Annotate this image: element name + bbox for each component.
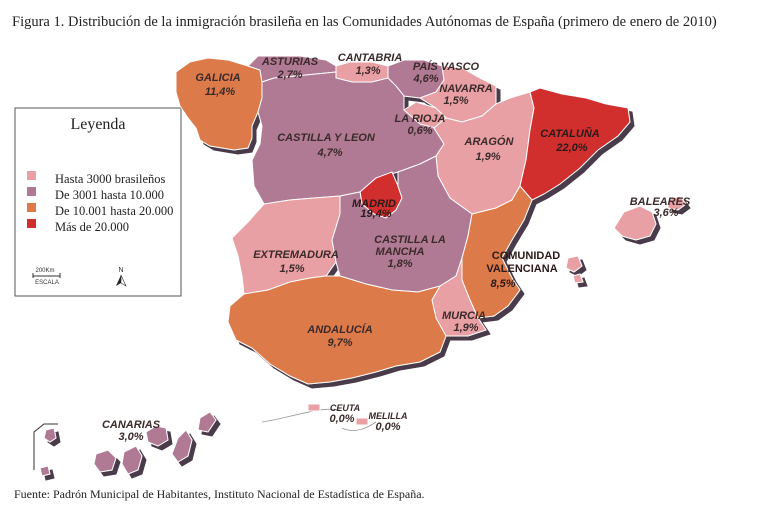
label-extremadura-name: EXTREMADURA bbox=[253, 249, 339, 261]
mainland bbox=[175, 55, 631, 385]
region-baleares-menorca bbox=[667, 195, 687, 211]
label-baleares-value: 3,6% bbox=[653, 207, 678, 219]
north-label: N bbox=[118, 267, 123, 274]
region-baleares-formentera bbox=[572, 273, 584, 284]
region-labels: GALICIA 11,4% ASTURIAS 2,7% CANTABRIA 1,… bbox=[102, 52, 691, 443]
label-valenciana-name-1: COMUNIDAD bbox=[492, 250, 560, 262]
region-canarias-5 bbox=[145, 425, 169, 447]
legend: Leyenda Hasta 3000 brasileños De 3001 ha… bbox=[14, 107, 182, 297]
label-cantabria-name: CANTABRIA bbox=[338, 52, 403, 64]
region-canarias-2 bbox=[39, 465, 51, 477]
label-murcia-name: MURCIA bbox=[442, 310, 486, 322]
region-canarias-3 bbox=[93, 449, 117, 473]
region-canarias-4 bbox=[121, 445, 143, 475]
label-castilla-leon-name: CASTILLA Y LEON bbox=[277, 132, 376, 144]
label-cataluna-name: CATALUÑA bbox=[540, 127, 600, 140]
label-aragon-value: 1,9% bbox=[475, 151, 500, 163]
region-canarias-6 bbox=[171, 429, 193, 463]
scale-value: 200Km bbox=[35, 268, 54, 274]
figure-title: Figura 1. Distribución de la inmigración… bbox=[12, 14, 717, 30]
baleares-islands bbox=[565, 195, 687, 284]
label-canarias-name: CANARIAS bbox=[102, 419, 161, 431]
label-madrid-value: 19,4% bbox=[360, 208, 391, 220]
label-ceuta-name: CEUTA bbox=[330, 403, 360, 413]
label-pais-vasco-value: 4,6% bbox=[412, 73, 438, 85]
legend-label-2: De 3001 hasta 10.000 bbox=[55, 188, 164, 202]
region-melilla bbox=[355, 417, 369, 426]
label-cataluna-value: 22,0% bbox=[555, 142, 587, 154]
label-galicia-value: 11,4% bbox=[205, 86, 236, 98]
label-navarra-value: 1,5% bbox=[443, 95, 468, 107]
legend-swatch-2 bbox=[27, 187, 36, 196]
region-baleares-ibiza bbox=[565, 255, 583, 273]
label-pais-vasco-name: PAÍS VASCO bbox=[413, 60, 480, 73]
legend-label-3: De 10.001 hasta 20.000 bbox=[55, 204, 173, 218]
region-ceuta bbox=[307, 403, 321, 412]
legend-title: Leyenda bbox=[70, 116, 125, 133]
label-la-rioja-name: LA RIOJA bbox=[395, 113, 446, 125]
region-canarias-1 bbox=[43, 427, 57, 443]
label-cantabria-value: 1,3% bbox=[355, 65, 380, 77]
region-baleares-mallorca bbox=[613, 205, 657, 241]
north-arrow-icon: N bbox=[116, 267, 127, 287]
region-canarias-7 bbox=[197, 411, 217, 433]
legend-label-1: Hasta 3000 brasileños bbox=[55, 172, 166, 186]
label-la-rioja-value: 0,6% bbox=[407, 125, 432, 137]
ceuta-melilla bbox=[261, 403, 377, 431]
label-andalucia-value: 9,7% bbox=[327, 337, 352, 349]
label-extremadura-value: 1,5% bbox=[279, 263, 304, 275]
label-asturias-name: ASTURIAS bbox=[261, 56, 319, 68]
label-castilla-mancha-value: 1,8% bbox=[387, 258, 412, 270]
region-cataluna bbox=[519, 87, 631, 201]
label-madrid-name: MADRID bbox=[352, 198, 396, 210]
label-ceuta-value: 0,0% bbox=[329, 413, 354, 425]
scale-bar: 200Km ESCALA bbox=[32, 268, 61, 286]
label-castilla-mancha-name-1: CASTILLA LA bbox=[374, 234, 446, 246]
africa-coast-1 bbox=[261, 408, 341, 423]
inset-frame bbox=[33, 423, 58, 470]
label-canarias-value: 3,0% bbox=[118, 431, 143, 443]
africa-coast-2 bbox=[341, 421, 377, 431]
label-melilla-value: 0,0% bbox=[375, 421, 400, 433]
legend-swatch-4 bbox=[27, 219, 36, 228]
label-castilla-leon-value: 4,7% bbox=[316, 147, 342, 159]
scale-label: ESCALA bbox=[35, 280, 59, 286]
label-navarra-name: NAVARRA bbox=[439, 83, 492, 95]
label-baleares-name: BALEARES bbox=[630, 196, 691, 208]
region-galicia bbox=[175, 57, 263, 151]
label-andalucia-name: ANDALUCÍA bbox=[306, 323, 372, 336]
legend-swatch-1 bbox=[27, 171, 36, 180]
label-aragon-name: ARAGÓN bbox=[464, 135, 515, 148]
label-galicia-name: GALICIA bbox=[195, 72, 240, 84]
label-melilla-name: MELILLA bbox=[369, 411, 408, 421]
label-asturias-value: 2,7% bbox=[276, 69, 302, 81]
source-note: Fuente: Padrón Municipal de Habitantes, … bbox=[14, 487, 425, 501]
label-valenciana-name-2: VALENCIANA bbox=[486, 263, 557, 275]
canarias-inset bbox=[33, 411, 217, 477]
legend-box bbox=[14, 107, 182, 297]
label-castilla-mancha-name-2: MANCHA bbox=[376, 246, 425, 258]
region-andalucia bbox=[227, 275, 447, 385]
label-murcia-value: 1,9% bbox=[453, 322, 478, 334]
label-valenciana-value: 8,5% bbox=[490, 278, 515, 290]
legend-label-4: Más de 20.000 bbox=[55, 220, 129, 234]
legend-swatch-3 bbox=[27, 203, 36, 212]
